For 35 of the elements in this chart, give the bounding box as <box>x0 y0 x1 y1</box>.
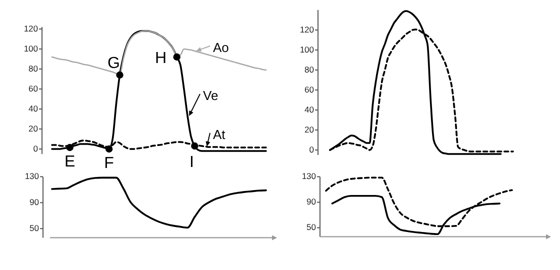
data-label: G <box>108 55 120 72</box>
y-tick-label: 20 <box>304 124 314 134</box>
point <box>66 144 74 152</box>
series-label: Ve <box>203 88 218 103</box>
legend-label: At <box>213 127 226 142</box>
y-tick-label: 130 <box>302 170 316 181</box>
y-tick-label: 100 <box>300 44 314 54</box>
y-tick-label: 80 <box>28 63 38 74</box>
line-series <box>51 176 267 229</box>
data-label: I <box>189 154 194 172</box>
line-series <box>51 30 267 152</box>
point <box>191 142 198 150</box>
point <box>105 145 113 153</box>
y-tick-label: 120 <box>24 23 38 34</box>
point <box>116 71 124 79</box>
y-tick-label: 20 <box>28 123 38 134</box>
y-tick-label: 50 <box>306 222 316 232</box>
y-tick-label: 0 <box>309 144 314 154</box>
y-tick-label: 130 <box>24 170 40 181</box>
y-tick-label: 50 <box>30 222 40 233</box>
y-tick-label: 0 <box>33 143 38 154</box>
y-tick-label: 90 <box>306 196 316 206</box>
y-tick-label: 100 <box>24 43 38 54</box>
point <box>173 53 180 61</box>
y-tick-label: 90 <box>30 196 40 207</box>
data-label: F <box>104 155 114 172</box>
data-label: E <box>64 154 76 171</box>
data-label: H <box>155 50 167 68</box>
y-tick-label: 60 <box>28 83 38 94</box>
y-tick-label: 120 <box>300 24 314 34</box>
y-tick-label: 40 <box>28 103 38 114</box>
y-tick-label: 60 <box>304 84 314 94</box>
y-tick-label: 40 <box>304 104 314 114</box>
y-tick-label: 80 <box>304 64 314 74</box>
legend-label: Ao <box>213 40 229 55</box>
